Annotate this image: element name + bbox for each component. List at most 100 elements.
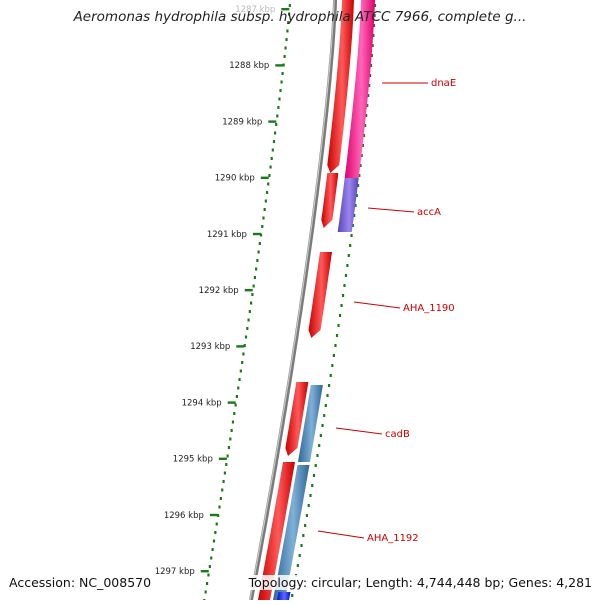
gene-label[interactable]: cadB	[385, 429, 410, 440]
gene-dnaE-track[interactable]	[344, 0, 375, 178]
minor-tick	[270, 157, 273, 160]
minor-tick	[288, 4, 291, 7]
major-tick	[218, 457, 227, 460]
minor-tick	[258, 242, 261, 245]
gene-label[interactable]: AHA_1192	[367, 533, 419, 544]
minor-tick	[358, 174, 361, 177]
gene-accA[interactable]	[321, 173, 339, 228]
minor-tick	[337, 324, 340, 327]
minor-tick	[246, 327, 249, 330]
minor-tick	[343, 284, 346, 287]
major-tick	[209, 513, 218, 517]
minor-tick	[296, 564, 299, 567]
minor-tick	[253, 276, 256, 279]
minor-tick	[361, 144, 364, 147]
backbone-layer	[249, 0, 337, 601]
gene-blue-track[interactable]	[277, 592, 291, 600]
minor-tick	[365, 114, 368, 117]
gene-label[interactable]: AHA_1190	[403, 303, 455, 314]
minor-tick	[280, 80, 283, 84]
tick-label: 1291 kbp	[207, 230, 247, 240]
minor-tick	[373, 14, 376, 17]
minor-tick	[229, 437, 232, 441]
minor-tick	[318, 444, 321, 447]
minor-tick	[252, 284, 255, 288]
minor-tick	[239, 369, 242, 373]
tick-label: 1288 kbp	[229, 61, 269, 71]
minor-tick	[347, 254, 350, 257]
minor-tick	[281, 72, 284, 75]
minor-tick	[278, 97, 281, 101]
minor-tick	[214, 531, 217, 534]
minor-tick	[264, 199, 267, 203]
gene-AHA_1192[interactable]	[258, 462, 295, 600]
minor-tick	[244, 335, 248, 339]
minor-tick	[238, 378, 241, 381]
minor-tick	[234, 403, 237, 407]
gene-AHA_1192-track[interactable]	[273, 465, 310, 600]
gene-label-connector	[317, 530, 365, 539]
gene-dnaE[interactable]	[327, 0, 354, 173]
minor-tick	[335, 334, 339, 337]
gene-label[interactable]: dnaE	[431, 78, 456, 89]
gene-label-layer: dnaE accA AHA_1190 cadB AHA_1192	[317, 78, 456, 544]
minor-tick	[279, 89, 282, 92]
minor-tick	[276, 114, 279, 118]
tick-label: 1297 kbp	[155, 567, 195, 577]
major-tick	[252, 232, 261, 236]
minor-tick	[340, 304, 343, 307]
minor-tick	[217, 514, 220, 517]
minor-tick	[262, 216, 265, 220]
minor-tick	[338, 314, 342, 317]
minor-tick	[237, 386, 240, 390]
minor-tick	[349, 244, 352, 247]
minor-tick	[273, 131, 277, 135]
minor-tick	[204, 590, 207, 594]
minor-tick	[324, 404, 327, 407]
minor-tick	[242, 352, 245, 356]
genome-backbone	[249, 0, 337, 601]
minor-tick	[261, 225, 264, 228]
minor-tick	[300, 544, 303, 547]
minor-tick	[250, 301, 253, 305]
minor-tick	[316, 454, 319, 457]
gene-label[interactable]: accA	[417, 207, 441, 218]
minor-tick	[265, 191, 269, 194]
minor-tick	[284, 46, 287, 50]
minor-tick	[291, 594, 294, 597]
tick-label: 1296 kbp	[164, 511, 204, 521]
minor-tick	[350, 234, 353, 237]
minor-tick	[223, 471, 227, 475]
minor-tick	[285, 38, 288, 41]
minor-tick	[354, 204, 357, 207]
minor-tick	[368, 84, 371, 87]
minor-tick	[360, 154, 363, 157]
minor-tick	[311, 484, 314, 487]
minor-tick	[218, 505, 221, 509]
minor-tick	[286, 29, 289, 33]
minor-tick	[248, 310, 251, 313]
minor-tick	[370, 54, 373, 57]
genome-title: Aeromonas hydrophila subsp. hydrophila A…	[73, 9, 527, 25]
gene-label-connector	[367, 207, 415, 213]
major-tick	[244, 289, 253, 292]
minor-tick	[328, 384, 331, 387]
minor-tick	[208, 565, 211, 568]
gene-cadB-track[interactable]	[298, 385, 323, 462]
minor-tick	[221, 488, 224, 492]
gene-cadB[interactable]	[285, 382, 309, 456]
minor-tick	[362, 134, 366, 137]
minor-tick	[275, 123, 278, 126]
minor-tick	[207, 573, 210, 577]
minor-tick	[215, 522, 218, 526]
minor-tick	[247, 318, 250, 322]
gene-accA-track[interactable]	[337, 178, 359, 232]
minor-tick	[219, 497, 222, 500]
gene-label-connector	[353, 301, 401, 309]
gene-AHA_1190[interactable]	[308, 252, 333, 338]
minor-tick	[231, 420, 235, 424]
minor-tick	[230, 429, 233, 432]
major-tick	[200, 570, 209, 573]
